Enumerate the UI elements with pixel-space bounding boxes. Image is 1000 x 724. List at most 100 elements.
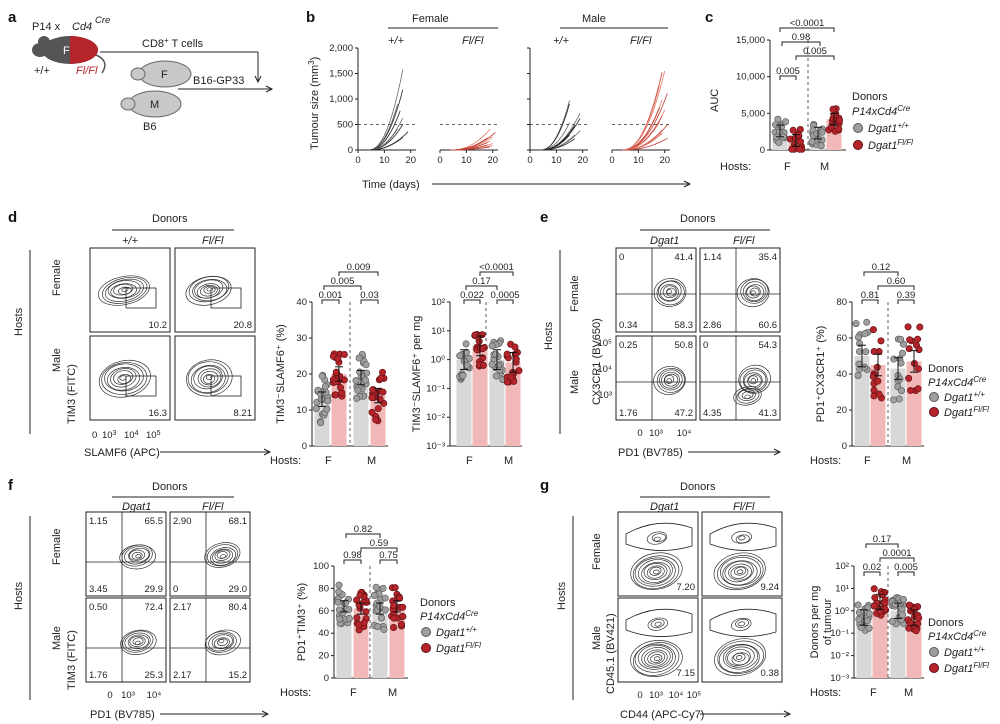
c-chart-point <box>835 125 843 133</box>
c-chart-point <box>794 131 802 139</box>
e-bar-bar <box>906 361 922 446</box>
f-bar-chart: 0 20 40 60 80 100 0.98 0.82 0.590.75 PD1⁺TIM3⁺ (%… <box>296 524 408 684</box>
panel-letter-b: b <box>306 9 315 26</box>
panel-a: a P14 x Cd4 Cre F +/+ Fl/Fl CD8+ T cells… <box>8 9 274 133</box>
f-bar-point <box>345 615 353 623</box>
e-ytick-label: 10⁴ <box>597 364 612 375</box>
f-bar-point <box>335 588 343 596</box>
e-contour <box>742 281 767 303</box>
c-f-label: F <box>784 161 791 173</box>
e-contour <box>656 368 685 393</box>
f-hosts-label: Hosts <box>13 581 25 610</box>
e-m-label: M <box>902 455 911 467</box>
b-growth-curve <box>368 69 404 151</box>
b-xtick-label: 20 <box>487 155 498 166</box>
c-chart-pvalue: <0.0001 <box>790 18 825 29</box>
g-contour <box>730 565 749 579</box>
e-contour <box>747 374 762 388</box>
d-bar2-bracket <box>463 299 481 304</box>
d-bar1-point <box>321 383 329 391</box>
d-bar2-point <box>462 348 470 356</box>
g-legend-wt: Dgat1+/+ <box>944 645 985 660</box>
g-contour-top <box>647 617 669 631</box>
d-bar1-ytick-label: 30 <box>296 333 307 344</box>
b-ytick-label: 2,000 <box>329 43 353 54</box>
f-bar-point <box>391 584 399 592</box>
e-contour <box>653 278 687 307</box>
g-gate-value: 7.15 <box>677 668 696 679</box>
d-bar1-point <box>368 408 376 416</box>
f-flow-plots: 0 10³ 10⁴ 1.15 65.5 3.45 29.9 2.90 68.1 0 29.0 0.50… <box>85 511 251 701</box>
e-contour <box>653 365 686 395</box>
g-bar-bracket <box>879 557 915 562</box>
c-legend-fl-dot <box>853 140 863 150</box>
d-bar2-point <box>492 372 500 380</box>
f-q-lr: 29.0 <box>229 584 248 595</box>
g-ylabel: CD45.1 (BV421) <box>605 613 617 694</box>
d-bar2-bracket <box>479 271 514 276</box>
e-male-label: Male <box>569 370 581 394</box>
d-contour <box>187 361 229 394</box>
d-bar1-pvalue: 0.009 <box>347 262 371 273</box>
d-bar2-ytick-label: 10² <box>431 297 445 308</box>
d-bar1-point <box>340 351 348 359</box>
d-bar1-point <box>332 368 340 376</box>
e-flow-plot-frame <box>615 335 697 421</box>
d-bar1-point <box>361 376 369 384</box>
e-ytick-label: 10³ <box>598 390 612 401</box>
e-contour <box>746 285 761 299</box>
e-q-ll: 4.35 <box>703 408 722 419</box>
e-bar-point <box>875 390 883 398</box>
d-bar2-ytick-label: 10⁻¹ <box>426 383 445 394</box>
g-flow-plot-frame <box>701 511 783 597</box>
c-chart-bracket <box>781 41 821 46</box>
d-bar1-point <box>318 372 326 380</box>
g-contour <box>630 552 683 590</box>
b-wt-label-m: +/+ <box>553 35 569 47</box>
f-xtick-label: 10³ <box>121 690 135 701</box>
g-gate <box>625 608 693 637</box>
b-xtick-label: 10 <box>633 155 644 166</box>
e-bar-pvalue: 0.60 <box>887 276 906 287</box>
f-contour <box>208 632 235 652</box>
f-contour <box>124 632 151 651</box>
d-bar2-point <box>503 350 511 358</box>
e-q-ul: 0 <box>619 252 624 263</box>
f-q-lr: 15.2 <box>229 670 248 681</box>
g-bar-bracket <box>863 571 881 576</box>
g-bar-pvalue: 0.17 <box>873 534 892 545</box>
c-chart-point <box>829 105 837 113</box>
g-contour <box>736 569 744 575</box>
g-contour-top <box>646 531 668 545</box>
f-bar-point <box>335 581 343 589</box>
f-flow-plot-frame <box>85 511 167 597</box>
g-bar-bracket <box>897 571 915 576</box>
e-contour <box>736 278 770 308</box>
f-bar-ytick-label: 40 <box>318 628 329 639</box>
g-gate-value: 7.20 <box>677 582 696 593</box>
f-contour <box>213 637 230 649</box>
d-hosts-label: Hosts <box>13 307 25 336</box>
f-bar-point <box>381 606 389 614</box>
d-flow-plot-frame <box>89 335 171 421</box>
f-contour <box>218 639 225 644</box>
e-bar-point <box>914 365 922 373</box>
e-legend: Donors P14xCd4Cre Dgat1+/+ Dgat1Fl/Fl <box>928 363 989 419</box>
g-bar-ytick-label: 10⁰ <box>835 606 850 617</box>
g-bar-ytick-label: 10⁻³ <box>830 673 849 684</box>
f-bar-bracket <box>379 559 398 564</box>
b-growth-curve <box>450 146 491 151</box>
d-bar2-bar <box>472 345 488 446</box>
g-bar-pvalue: 0.005 <box>894 562 918 573</box>
f-bar-point <box>345 605 353 613</box>
b-xtick-label: 0 <box>355 155 360 166</box>
d-contour <box>101 362 148 395</box>
host-mouse-f-icon: F <box>130 60 192 88</box>
e-contour <box>740 278 769 304</box>
e-bar-point <box>915 346 923 354</box>
d-bar2-point <box>496 366 504 374</box>
f-bar-point <box>336 615 344 623</box>
f-bar-point <box>397 620 405 628</box>
c-chart-point <box>796 145 804 153</box>
c-chart-point <box>796 138 804 146</box>
